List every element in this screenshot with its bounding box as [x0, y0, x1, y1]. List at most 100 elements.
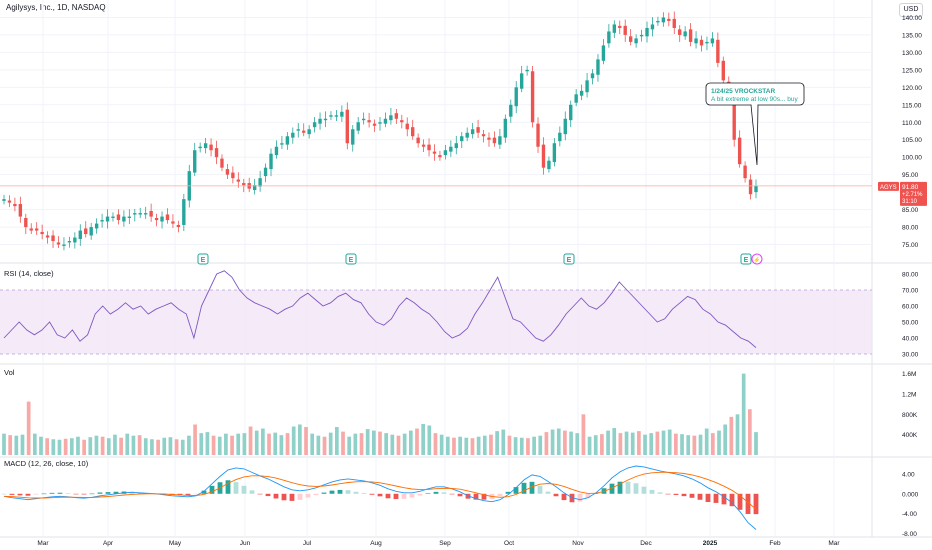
candle-body	[7, 200, 12, 203]
candle-body	[547, 160, 551, 170]
macd-signal-line	[3, 471, 757, 510]
rsi-pane-title: RSI (14, close)	[4, 269, 54, 278]
candle-body	[291, 132, 295, 138]
candle-body	[372, 123, 377, 126]
volume-bar	[125, 433, 130, 455]
volume-bar	[532, 436, 536, 455]
price-tick-label: 105.00	[902, 137, 922, 144]
volume-bar	[298, 424, 302, 455]
volume-bar	[489, 434, 493, 455]
macd-histogram-bar	[89, 493, 95, 495]
volume-bar	[100, 436, 105, 455]
macd-histogram-bar	[617, 481, 623, 494]
macd-histogram-bar	[649, 489, 655, 494]
candle-body	[13, 204, 17, 207]
volume-bar	[168, 437, 173, 455]
volume-bar	[538, 435, 543, 455]
candle-body	[634, 38, 638, 44]
macd-histogram-bar	[689, 493, 695, 498]
volume-bar	[261, 428, 265, 455]
candle-body	[509, 104, 513, 117]
candle-body	[209, 144, 213, 151]
volume-bar	[45, 438, 49, 455]
volume-bar	[593, 435, 598, 455]
volume-bar	[612, 428, 617, 455]
volume-bar	[236, 433, 241, 455]
candle-body	[160, 216, 164, 222]
candle-body	[378, 122, 382, 124]
currency-button[interactable]: USD	[899, 3, 923, 17]
macd-histogram-bar	[473, 493, 479, 500]
candle-body	[334, 115, 339, 117]
x-tick-label: Nov	[572, 540, 584, 547]
volume-bar	[273, 432, 278, 455]
volume-bar	[328, 432, 333, 455]
macd-histogram-bar	[305, 493, 311, 498]
x-tick-label: Apr	[103, 540, 114, 547]
candle-body	[558, 132, 562, 142]
volume-bar	[8, 435, 13, 455]
price-tick-label: 140.00	[902, 15, 922, 22]
candle-body	[383, 118, 388, 124]
candle-body	[122, 216, 126, 222]
price-tick-label: 130.00	[902, 50, 922, 57]
x-tick-label: Jun	[240, 540, 251, 547]
macd-tick-label: 4.00	[902, 471, 915, 478]
volume-bar	[637, 431, 641, 455]
candle-body	[138, 213, 142, 215]
candle-body	[460, 136, 464, 142]
candle-body	[754, 185, 758, 193]
volume-bar	[439, 434, 444, 455]
macd-histogram-bar	[457, 493, 463, 497]
earnings-marker-box	[197, 253, 209, 265]
macd-histogram-bar	[753, 493, 759, 515]
macd-histogram-bar	[257, 493, 263, 495]
macd-histogram-bar	[417, 493, 423, 496]
rsi-tick-label: 50.00	[902, 320, 919, 327]
candle-body	[596, 59, 600, 75]
candle-body	[105, 216, 110, 222]
candle-body	[579, 90, 584, 96]
volume-pane-title: Vol	[4, 368, 15, 377]
candle-body	[694, 38, 698, 44]
volume-bar	[304, 427, 308, 455]
candle-body	[590, 73, 595, 79]
earnings-marker-box	[740, 253, 752, 265]
x-tick-label: Mar	[37, 540, 49, 547]
macd-histogram-bar	[369, 493, 375, 495]
candle-body	[203, 143, 208, 149]
macd-histogram-bar	[545, 491, 551, 494]
candle-body	[94, 223, 99, 229]
volume-bar	[291, 426, 296, 455]
macd-tick-label: 0.000	[902, 491, 919, 498]
candle-body	[732, 99, 736, 140]
volume-bar	[94, 435, 99, 455]
volume-bar	[735, 414, 740, 455]
volume-bar	[692, 435, 697, 455]
candle-body	[389, 115, 393, 121]
volume-bar	[649, 433, 654, 455]
macd-histogram-bar	[721, 493, 727, 505]
macd-histogram-bar	[609, 483, 615, 494]
candle-body	[645, 27, 649, 37]
macd-histogram-bar	[201, 490, 207, 494]
macd-histogram-bar	[281, 493, 287, 501]
candle-body	[699, 39, 704, 46]
volume-bar	[606, 430, 610, 455]
volume-bar	[464, 437, 469, 455]
rsi-line	[3, 270, 757, 348]
volume-bar	[501, 429, 506, 455]
candle-body	[503, 118, 508, 138]
macd-histogram-bar	[241, 485, 247, 494]
volume-bar	[248, 426, 253, 455]
volume-bar	[686, 435, 691, 455]
candle-body	[78, 230, 82, 239]
volume-bar	[427, 425, 432, 455]
volume-bar	[26, 401, 31, 455]
macd-histogram-bar	[17, 493, 23, 496]
macd-histogram-bar	[705, 493, 711, 502]
price-tick-label: 80.00	[902, 225, 919, 232]
volume-tick-label: 1.6M	[902, 371, 916, 378]
candle-body	[302, 130, 306, 133]
